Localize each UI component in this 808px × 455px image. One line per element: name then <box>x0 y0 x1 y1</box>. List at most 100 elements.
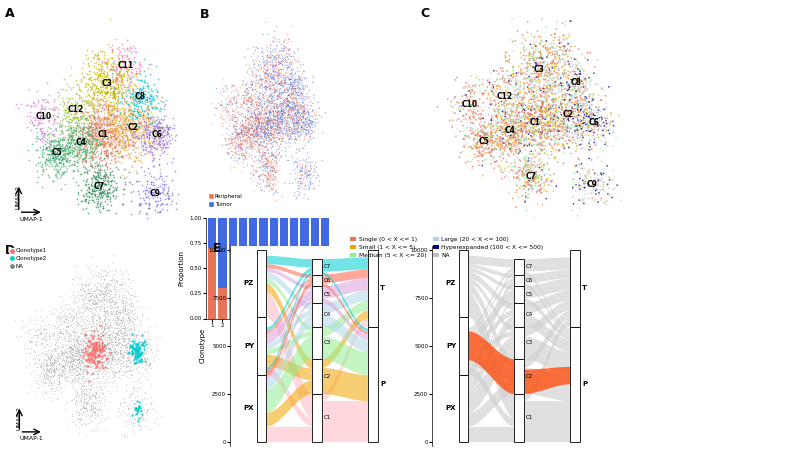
Point <box>135 341 148 349</box>
Point <box>74 113 86 120</box>
Point <box>85 297 98 304</box>
Point <box>520 168 532 175</box>
Point <box>120 335 133 342</box>
Point <box>509 134 522 142</box>
Point <box>91 171 104 178</box>
Point <box>45 310 58 317</box>
Point <box>553 103 566 110</box>
Point <box>296 107 309 114</box>
Point <box>305 112 318 119</box>
Point <box>549 83 562 90</box>
Point <box>261 71 274 78</box>
Point <box>101 106 114 114</box>
Point <box>285 106 298 113</box>
Point <box>97 116 110 123</box>
Point <box>95 324 108 331</box>
Point <box>305 166 318 173</box>
Point <box>280 132 292 139</box>
Point <box>41 131 54 138</box>
Point <box>113 326 126 334</box>
Point <box>537 107 549 114</box>
Point <box>128 405 141 412</box>
Point <box>271 113 284 121</box>
Point <box>83 70 96 77</box>
Point <box>495 123 508 130</box>
Point <box>83 141 96 148</box>
Point <box>470 141 483 148</box>
Point <box>569 64 582 71</box>
Point <box>268 87 281 95</box>
Point <box>98 114 111 121</box>
Point <box>116 309 129 316</box>
Point <box>47 359 60 366</box>
Point <box>271 116 284 124</box>
Point <box>131 106 144 113</box>
Point <box>52 341 65 349</box>
Point <box>65 128 78 136</box>
Point <box>128 344 141 351</box>
Point <box>57 355 69 363</box>
Point <box>73 359 86 366</box>
Point <box>65 338 78 345</box>
Point <box>510 82 523 89</box>
Point <box>40 361 53 368</box>
Point <box>77 352 90 359</box>
Point <box>494 86 507 93</box>
Point <box>128 406 141 413</box>
Point <box>76 135 89 142</box>
Point <box>82 60 95 67</box>
Point <box>499 132 511 139</box>
Point <box>112 92 124 99</box>
Point <box>238 123 251 130</box>
Point <box>154 144 166 151</box>
Point <box>118 301 131 308</box>
Point <box>68 129 81 136</box>
Point <box>258 89 271 96</box>
Point <box>98 343 111 350</box>
Point <box>100 116 113 123</box>
Point <box>531 102 544 110</box>
Point <box>277 89 290 96</box>
Point <box>130 91 143 98</box>
Point <box>105 369 118 377</box>
Point <box>98 131 111 138</box>
Point <box>60 354 73 361</box>
Point <box>31 363 44 370</box>
Point <box>292 85 305 92</box>
Point <box>126 385 139 392</box>
Point <box>242 87 255 95</box>
Point <box>119 304 132 312</box>
Point <box>123 102 136 109</box>
Point <box>73 408 86 415</box>
Point <box>528 105 541 112</box>
Point <box>262 120 275 127</box>
Point <box>107 350 120 358</box>
Point <box>107 173 120 181</box>
Point <box>136 395 149 403</box>
Point <box>86 163 99 171</box>
Point <box>118 97 131 104</box>
Point <box>468 128 481 136</box>
Point <box>473 144 486 151</box>
Point <box>107 334 120 341</box>
Point <box>243 96 256 103</box>
Point <box>115 97 128 104</box>
Point <box>266 152 279 159</box>
Point <box>86 336 99 343</box>
Point <box>85 100 98 107</box>
Point <box>92 334 105 342</box>
Point <box>297 106 310 113</box>
Point <box>97 147 110 155</box>
Point <box>257 115 270 122</box>
Point <box>573 197 586 204</box>
Point <box>124 291 137 298</box>
Point <box>469 102 482 109</box>
Point <box>98 344 111 351</box>
Point <box>524 139 537 147</box>
Point <box>306 107 319 114</box>
Point <box>556 86 569 93</box>
Point <box>60 348 73 355</box>
Point <box>70 151 83 158</box>
Point <box>107 59 120 66</box>
Point <box>78 96 91 104</box>
